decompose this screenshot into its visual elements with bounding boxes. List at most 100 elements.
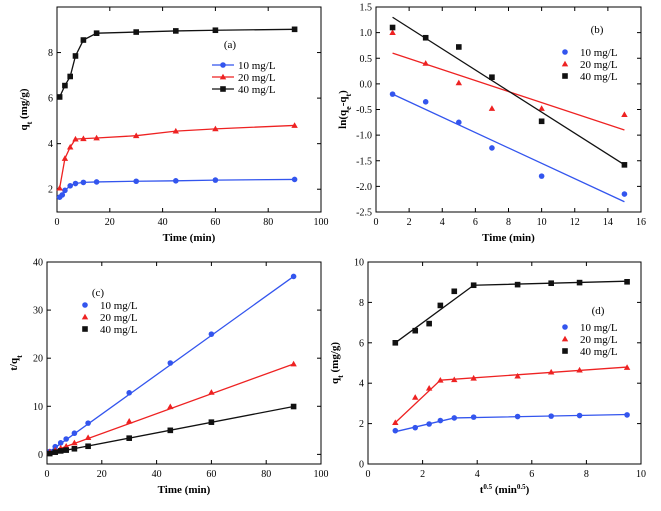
legend-label: 10 mg/L	[580, 322, 618, 334]
data-point	[167, 360, 174, 366]
fit-line	[392, 16, 625, 166]
data-point	[84, 434, 92, 440]
x-tick-label: 0	[374, 217, 379, 228]
series-1: 20 mg/L	[392, 334, 631, 426]
x-axis-label: Time (min)	[482, 232, 535, 244]
panel-3: 0 20 40 60 80 100 0 10 20 30 40 Time (min) t/qt (c)10…	[8, 258, 329, 497]
data-point	[93, 30, 100, 36]
legend-marker	[220, 86, 226, 92]
x-tick-label: 2	[407, 217, 412, 228]
legend-marker	[562, 324, 568, 330]
y-tick-label: 4	[359, 379, 364, 390]
y-tick-label: 8	[359, 298, 364, 309]
data-point	[173, 28, 179, 34]
data-point	[426, 320, 432, 327]
data-point	[172, 127, 180, 134]
series-0: 10 mg/L	[56, 60, 298, 200]
data-point	[456, 119, 462, 126]
legend-label: 20 mg/L	[238, 72, 276, 84]
data-point	[291, 26, 298, 33]
data-point	[455, 79, 463, 86]
y-tick-label: 1.5	[360, 3, 373, 14]
data-point	[547, 368, 555, 375]
data-point	[392, 419, 399, 426]
x-tick-label: 80	[261, 469, 271, 480]
data-point	[126, 390, 132, 396]
y-tick-label: 6	[359, 338, 364, 349]
data-point	[538, 118, 545, 125]
plot-frame	[375, 6, 642, 213]
data-point	[621, 111, 628, 118]
x-tick-label: 4	[440, 217, 445, 228]
data-point	[488, 105, 496, 111]
data-point	[624, 278, 630, 285]
series-line	[59, 124, 295, 189]
legend-label: 40 mg/L	[100, 324, 138, 336]
data-point	[451, 376, 458, 383]
data-point	[426, 421, 432, 427]
data-point	[422, 34, 429, 41]
data-point	[576, 412, 583, 419]
data-point	[56, 184, 63, 191]
y-axis-label: t/qt	[8, 355, 24, 371]
y-tick-label: 30	[33, 306, 43, 317]
y-tick-label: 0	[359, 460, 364, 471]
legend-marker	[81, 313, 89, 320]
x-tick-label: 40	[152, 469, 162, 480]
data-point	[57, 448, 64, 454]
y-tick-label: 10	[354, 258, 364, 269]
data-point	[470, 374, 477, 381]
data-point	[538, 105, 545, 111]
data-point	[437, 302, 444, 309]
x-tick-label: 60	[206, 469, 216, 480]
data-point	[212, 125, 219, 132]
data-point	[80, 135, 87, 142]
series-0: 10 mg/L	[46, 273, 297, 455]
data-point	[93, 179, 100, 185]
data-point	[63, 447, 69, 453]
data-point	[167, 427, 174, 434]
series-2: 40 mg/L	[392, 278, 630, 358]
legend-label: 10 mg/L	[100, 300, 138, 312]
x-tick-label: 20	[105, 217, 115, 228]
panel-1: 0 20 40 60 80 100 2 4 6 8 Time (min) qt (mg/g) (a)10…	[18, 6, 329, 244]
data-point	[422, 99, 429, 105]
data-point	[62, 82, 68, 89]
x-tick-label: 16	[636, 217, 646, 228]
data-point	[133, 178, 139, 185]
legend-label: 10 mg/L	[238, 60, 276, 72]
data-point	[389, 24, 396, 31]
data-point	[93, 134, 100, 141]
y-tick-label: 4	[48, 139, 53, 150]
data-point	[57, 440, 64, 446]
data-point	[133, 29, 139, 35]
x-tick-label: 8	[584, 469, 589, 480]
data-point	[125, 417, 133, 424]
series-1: 20 mg/L	[389, 29, 628, 131]
x-tick-label: 10	[537, 217, 547, 228]
y-tick-label: 2	[359, 419, 364, 430]
y-tick-label: 8	[48, 48, 53, 59]
data-point	[389, 29, 396, 36]
y-axis-label: ln(qe-qt)	[337, 90, 353, 129]
legend-marker	[220, 62, 226, 68]
data-point	[621, 162, 628, 168]
data-point	[290, 360, 297, 367]
y-tick-label: -2.5	[356, 208, 372, 219]
legend-label: 40 mg/L	[580, 346, 618, 358]
data-point	[548, 280, 554, 287]
data-point	[208, 389, 215, 395]
data-point	[291, 122, 298, 128]
legend-label: 20 mg/L	[100, 312, 138, 324]
legend-marker	[82, 326, 88, 332]
data-point	[451, 288, 458, 295]
data-point	[392, 340, 399, 346]
panel-4: 0 2 4 6 8 10 0 2 4 6 8 10 t0.5 (min0.5) qt (mg/g) (d) 1…	[329, 258, 646, 497]
legend-label: 20 mg/L	[580, 59, 618, 71]
x-tick-label: 10	[636, 469, 646, 480]
data-point	[61, 155, 69, 161]
data-point	[56, 94, 63, 100]
legend-label: 20 mg/L	[580, 334, 618, 346]
x-tick-label: 8	[506, 217, 511, 228]
